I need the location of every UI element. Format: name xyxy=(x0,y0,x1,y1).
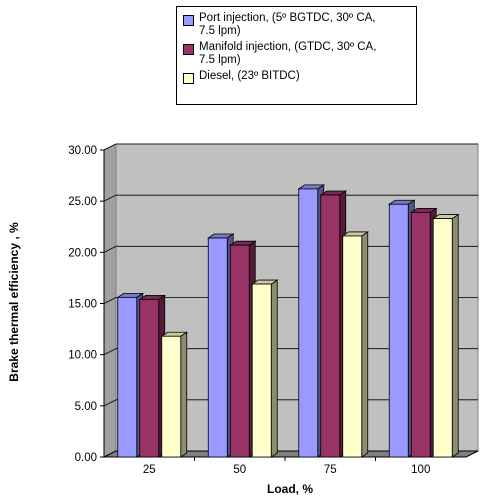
x-tick-label-0: 25 xyxy=(143,464,156,476)
bar-side-2-3 xyxy=(451,213,459,458)
y-tick-label-6: 30.00 xyxy=(68,145,97,157)
x-tick-label-3: 100 xyxy=(411,464,430,476)
x-tick-label-1: 50 xyxy=(233,464,246,476)
bar-side-2-1 xyxy=(270,279,278,458)
y-tick-label-2: 10.00 xyxy=(68,350,97,362)
y-tick-label-3: 15.00 xyxy=(68,299,97,311)
bar-1-2 xyxy=(320,194,341,458)
y-tick-label-5: 25.00 xyxy=(68,196,97,208)
legend-item-port-injection: Port injection, (5º BGTDC, 30º CA, 7.5 l… xyxy=(183,12,410,38)
gridline-side-3 xyxy=(103,297,117,304)
bar-2-2 xyxy=(342,235,363,458)
bar-0-0 xyxy=(117,296,138,458)
bar-0-2 xyxy=(298,188,319,458)
bar-1-1 xyxy=(229,244,250,458)
y-tick-label-4: 20.00 xyxy=(68,247,97,259)
gridline-side-6 xyxy=(103,143,117,151)
bar-1-3 xyxy=(410,212,431,458)
legend-swatch-manifold-injection xyxy=(183,44,194,55)
legend-swatch-port-injection xyxy=(183,15,194,26)
chart-legend: Port injection, (5º BGTDC, 30º CA, 7.5 l… xyxy=(176,6,417,105)
legend-label-port-injection: Port injection, (5º BGTDC, 30º CA, 7.5 l… xyxy=(199,12,376,37)
x-tick-label-2: 75 xyxy=(324,464,337,476)
legend-swatch-diesel xyxy=(183,73,194,84)
legend-item-manifold-injection: Manifold injection, (GTDC, 30º CA, 7.5 l… xyxy=(183,41,410,67)
bar-0-3 xyxy=(388,203,409,458)
gridline-side-5 xyxy=(103,194,117,202)
bar-2-1 xyxy=(251,283,272,458)
legend-label-manifold-injection: Manifold injection, (GTDC, 30º CA, 7.5 l… xyxy=(199,41,377,66)
gridline-side-4 xyxy=(103,245,117,253)
bar-2-3 xyxy=(432,218,453,458)
gridline-side-2 xyxy=(103,348,117,356)
y-tick-label-0: 0.00 xyxy=(75,452,97,464)
x-axis-label: Load, % xyxy=(266,482,314,496)
bar-1-0 xyxy=(139,299,160,458)
y-axis-label: Brake thermal efficiency , % xyxy=(7,222,21,382)
bar-0-1 xyxy=(207,237,228,458)
y-tick-label-1: 5.00 xyxy=(75,401,97,413)
legend-item-diesel: Diesel, (23º BITDC) xyxy=(183,70,410,84)
bar-side-2-0 xyxy=(180,331,188,458)
legend-label-diesel: Diesel, (23º BITDC) xyxy=(199,70,300,82)
bar-2-0 xyxy=(161,335,182,458)
gridline-side-1 xyxy=(103,399,117,407)
bar-side-2-2 xyxy=(361,231,369,458)
